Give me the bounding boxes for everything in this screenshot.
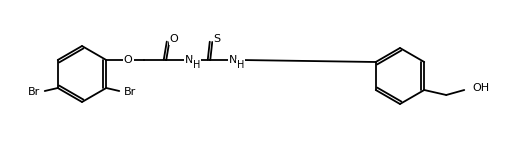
Text: N: N (229, 55, 237, 65)
Text: N: N (185, 55, 193, 65)
Text: Br: Br (27, 87, 40, 97)
Text: H: H (193, 60, 200, 70)
Text: H: H (237, 60, 244, 70)
Text: OH: OH (472, 83, 490, 93)
Text: Br: Br (124, 87, 137, 97)
Text: S: S (214, 34, 221, 44)
Text: O: O (124, 55, 133, 65)
Text: O: O (170, 34, 179, 44)
